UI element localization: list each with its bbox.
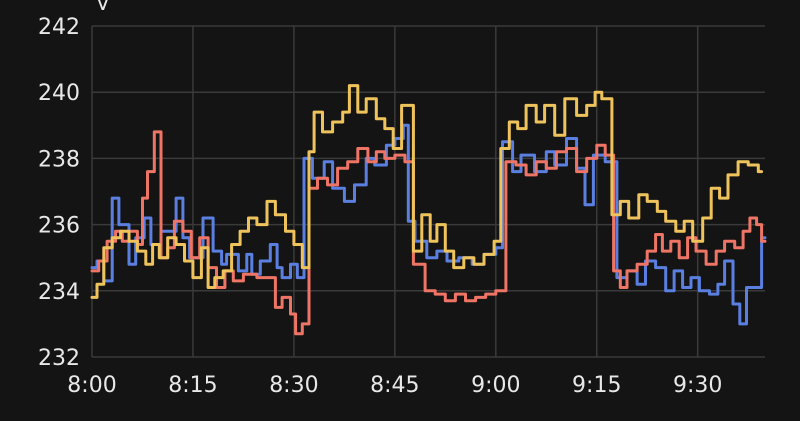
axis-labels: V 232 234 236 238 240 242 8:00 8:15 8:30 8:45 9:00… — [38, 0, 722, 398]
y-tick-label: 240 — [38, 81, 80, 106]
y-tick-label: 238 — [38, 147, 80, 172]
y-tick-label: 236 — [38, 214, 80, 239]
y-tick-label: 234 — [38, 280, 80, 305]
y-tick-label: 232 — [38, 346, 80, 371]
series-line-2 — [90, 130, 767, 336]
series-layer — [90, 84, 767, 336]
x-tick-label: 9:00 — [471, 373, 520, 398]
x-tick-label: 8:15 — [168, 373, 217, 398]
x-tick-label: 9:30 — [673, 373, 722, 398]
series-line-3 — [90, 84, 764, 299]
y-axis-unit-label: V — [96, 0, 110, 15]
x-tick-label: 8:00 — [67, 373, 116, 398]
x-tick-label: 8:45 — [370, 373, 419, 398]
grid — [91, 25, 765, 358]
y-tick-label: 242 — [38, 15, 80, 40]
x-tick-label: 8:30 — [269, 373, 318, 398]
x-tick-label: 9:15 — [572, 373, 621, 398]
